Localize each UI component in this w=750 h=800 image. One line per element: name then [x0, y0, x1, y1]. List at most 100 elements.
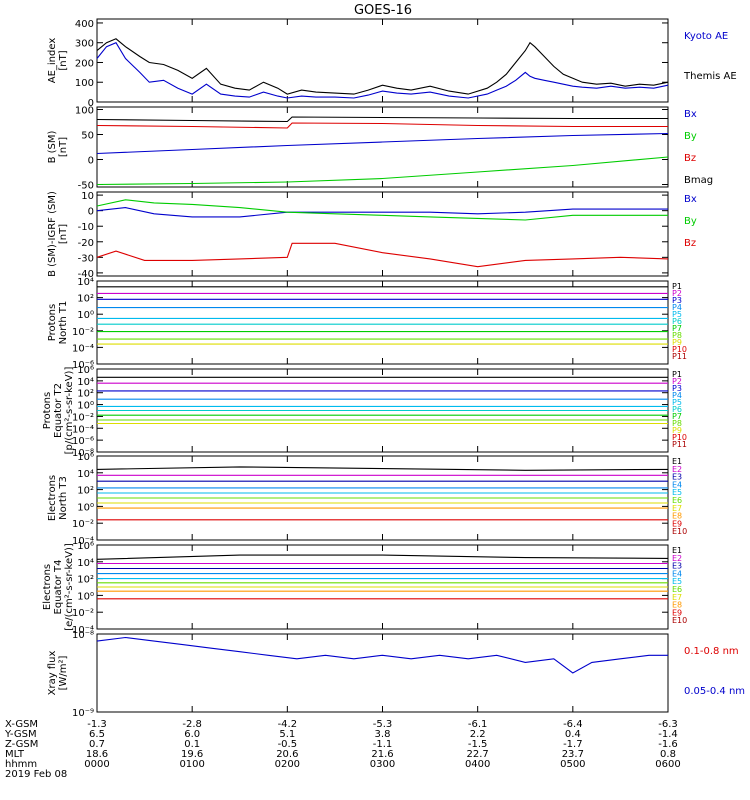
legend-entry: Themis AE — [683, 71, 737, 82]
legend-entry: E10 — [672, 616, 687, 625]
legend-entry: By — [684, 216, 697, 227]
y-tick-label: 10⁻⁶ — [72, 360, 94, 371]
y-tick-label: 10⁴ — [77, 377, 94, 388]
legend-entry: E7 — [672, 593, 682, 602]
y-tick-label: -50 — [78, 181, 94, 192]
x-row-value: 0600 — [655, 759, 680, 770]
y-tick-label: 10⁻⁴ — [72, 625, 94, 636]
y-tick-label: -10 — [78, 222, 94, 233]
series-bz — [96, 122, 668, 129]
y-tick-label: 10⁶ — [77, 452, 94, 463]
y-tick-label: 10⁻² — [72, 608, 94, 619]
legend-entry: P5 — [672, 398, 682, 407]
legend-entry: E2 — [672, 465, 682, 474]
panel-bsm: 100 50 0 -50 B (SM)[nT] Bx By Bz Bmag — [47, 106, 713, 192]
y-tick-label: 10⁻⁸ — [72, 630, 94, 641]
y-tick-label: 10² — [77, 575, 94, 586]
legend-entry: E4 — [672, 569, 682, 578]
legend-entry: E4 — [672, 480, 682, 489]
legend-entry: P7 — [672, 324, 682, 333]
series-kyoto-ae — [96, 42, 669, 99]
x-row-label: MLT — [5, 749, 25, 760]
legend-entry: E10 — [672, 527, 687, 536]
y-tick-label: -20 — [78, 238, 94, 249]
legend-entry: E8 — [672, 601, 682, 610]
plot-date: 2019 Feb 08 — [5, 769, 67, 780]
series-by — [96, 199, 668, 221]
legend-entry: P4 — [672, 391, 682, 400]
series-by — [96, 156, 669, 186]
x-row-value: 6.0 — [184, 729, 200, 740]
y-axis-label: ProtonsNorth T1 — [47, 301, 69, 345]
x-row-label: Z-GSM — [5, 739, 38, 750]
legend-entry: P3 — [672, 384, 682, 393]
legend-entry: E6 — [672, 496, 682, 505]
y-axis-label: AE_index[nT] — [47, 38, 69, 84]
x-row-value: 18.6 — [86, 749, 108, 760]
legend-entry: E5 — [672, 488, 682, 497]
y-axis-label: ElectronsNorth T3 — [47, 475, 69, 521]
x-row-label: Y-GSM — [4, 729, 37, 740]
x-row-label: X-GSM — [5, 719, 38, 730]
y-tick-label: 10⁻⁴ — [72, 424, 94, 435]
legend-entry: P5 — [672, 310, 682, 319]
x-row-value: 0400 — [465, 759, 490, 770]
x-row-value: -4.2 — [278, 719, 298, 730]
panel-frame — [96, 633, 669, 713]
x-row-value: 0300 — [370, 759, 395, 770]
legend-entry: E9 — [672, 608, 682, 617]
x-row-value: 21.6 — [371, 749, 393, 760]
legend-entry: E3 — [672, 473, 682, 482]
y-tick-label: 400 — [75, 19, 94, 30]
y-tick-label: 10² — [77, 294, 94, 305]
x-row-value: 0.8 — [660, 749, 676, 760]
y-tick-label: 10 — [81, 191, 94, 202]
y-axis-label: ElectronsEquator T4[e/(cm²-s-sr-keV)] — [42, 543, 75, 631]
x-row-value: -1.3 — [87, 719, 107, 730]
legend-entry: P11 — [672, 440, 687, 449]
y-axis-label: B (SM)-IGRF (SM)[nT] — [47, 191, 69, 277]
legend-entry: P6 — [672, 317, 682, 326]
y-axis-label: Xray flux[W/m²] — [47, 651, 69, 696]
panel-xray: 10⁻⁸ 10⁻⁹ Xray flux[W/m²] 0.1-0.8 nm 0.05-0.… — [47, 630, 745, 719]
legend-entry: E2 — [672, 554, 682, 563]
y-tick-label: 10⁻⁶ — [72, 436, 94, 447]
y-tick-label: 100 — [75, 106, 94, 117]
legend-entry: Bx — [684, 194, 697, 205]
y-tick-label: 0 — [88, 156, 94, 167]
y-tick-label: 10⁴ — [77, 469, 94, 480]
y-tick-label: 10⁻⁹ — [72, 708, 94, 719]
x-row-value: -1.7 — [563, 739, 583, 750]
legend-entry: P9 — [672, 338, 682, 347]
x-row-value: 6.5 — [89, 729, 105, 740]
x-row-value: -1.5 — [468, 739, 488, 750]
x-row-value: 0.1 — [184, 739, 200, 750]
y-tick-label: 10⁶ — [77, 541, 94, 552]
y-tick-label: 0 — [88, 207, 94, 218]
y-tick-label: 10⁰ — [77, 502, 94, 513]
y-tick-label: 10² — [77, 389, 94, 400]
x-row-value: 0500 — [560, 759, 585, 770]
legend-entry: P10 — [672, 345, 687, 354]
legend-entry: P7 — [672, 412, 682, 421]
x-row-value: -5.3 — [373, 719, 393, 730]
x-row-value: 20.6 — [276, 749, 298, 760]
legend-entry: 0.1-0.8 nm — [684, 646, 739, 657]
x-row-value: 0.7 — [89, 739, 105, 750]
panel-bdiff: 10 0 -10 -20 -30 -40 B (SM)-IGRF (SM)[nT] Bx By B… — [47, 191, 697, 280]
y-tick-label: 10⁰ — [77, 401, 94, 412]
legend-entry: E5 — [672, 577, 682, 586]
series-e1 — [96, 466, 669, 471]
series-0-05-0-4-nm — [96, 636, 668, 674]
series-themis-ae — [96, 38, 669, 95]
y-tick-label: 10⁰ — [77, 310, 94, 321]
legend-entry: P11 — [672, 352, 687, 361]
x-row-value: -2.8 — [182, 719, 202, 730]
y-axis-label: B (SM)[nT] — [47, 130, 69, 163]
y-tick-label: 10⁴ — [77, 558, 94, 569]
x-row-value: 23.7 — [562, 749, 584, 760]
x-row-value: -6.3 — [658, 719, 678, 730]
x-row-value: 5.1 — [279, 729, 295, 740]
